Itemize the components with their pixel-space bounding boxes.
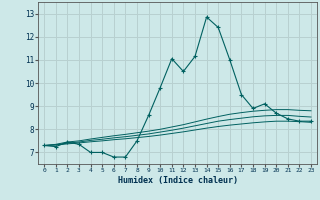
X-axis label: Humidex (Indice chaleur): Humidex (Indice chaleur) [118, 176, 238, 185]
